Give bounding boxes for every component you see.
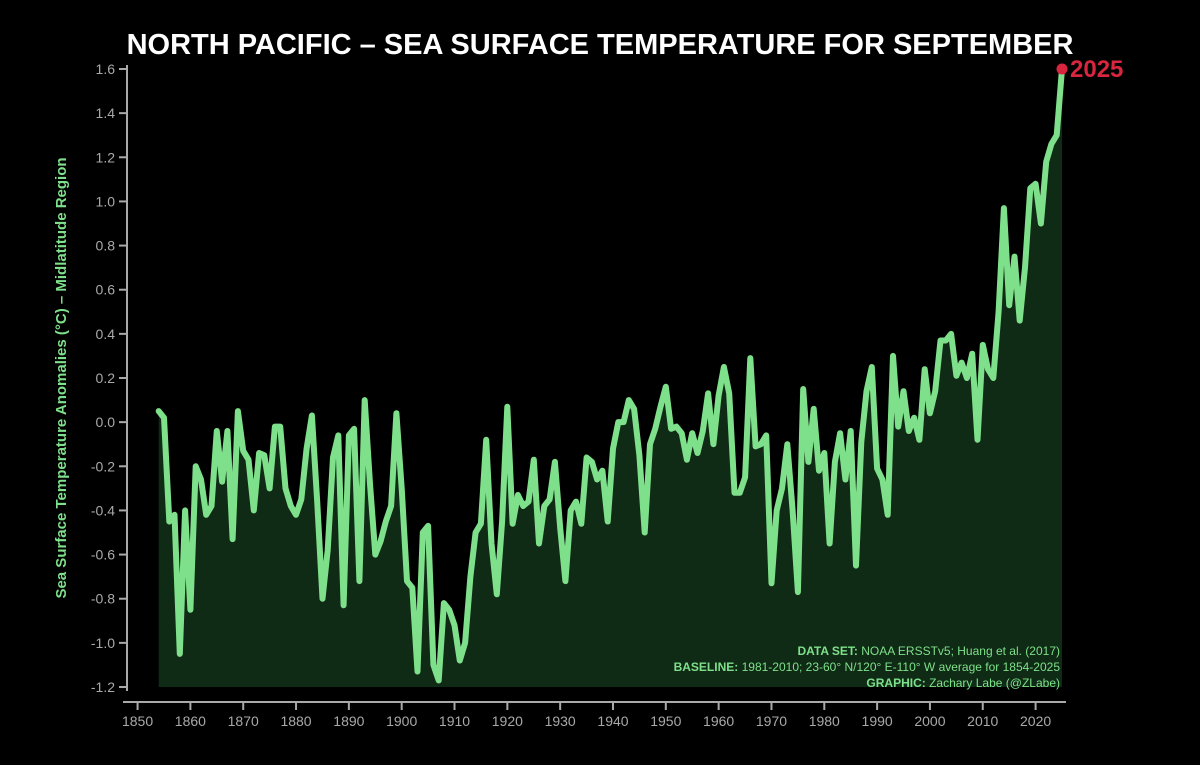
x-tick-label: 1850 [122,713,153,729]
y-tick-label: -0.8 [91,591,115,607]
y-tick-label: 0.0 [96,414,116,430]
plot-area: 1.6 1.4 1.2 1.0 0.8 0.6 0.4 0.2 0.0 -0.2 -0.4 -0.6 -… [91,56,1124,729]
x-tick-label: 1920 [492,713,523,729]
annotation-value: NOAA ERSSTv5; Huang et al. (2017) [861,644,1060,658]
y-tick-label: 0.4 [96,326,116,342]
data-source-annotations: DATA SET: NOAA ERSSTv5; Huang et al. (20… [674,644,1061,690]
y-tick-label: -1.2 [91,679,115,695]
x-tick-label: 2020 [1020,713,1051,729]
x-tick-label: 1910 [439,713,470,729]
x-tick-label: 1900 [386,713,417,729]
y-tick-label: -0.6 [91,547,115,563]
x-tick-label: 2010 [967,713,998,729]
annotation-key: BASELINE: [674,660,742,674]
y-tick-label: -0.4 [91,502,115,518]
y-tick-label: 0.2 [96,370,116,386]
y-tick-label: 0.6 [96,282,116,298]
annotation-key: DATA SET: [797,644,861,658]
annotation-value: 1981-2010; 23-60° N/120° E-110° W averag… [742,660,1061,674]
x-tick-label: 1880 [280,713,311,729]
highlight-point-2025 [1056,63,1068,75]
y-tick-label: 1.6 [96,61,116,77]
y-tick-label: 1.4 [96,105,116,121]
x-tick-label: 1960 [703,713,734,729]
chart-title: NORTH PACIFIC – SEA SURFACE TEMPERATURE … [127,29,1074,61]
y-axis-label: Sea Surface Temperature Anomalies (°C) –… [53,157,70,598]
annotation-line: DATA SET: NOAA ERSSTv5; Huang et al. (20… [797,644,1060,658]
annotation-line: GRAPHIC: Zachary Labe (@ZLabe) [866,676,1060,690]
y-tick-label: -1.0 [91,635,115,651]
annotation-line: BASELINE: 1981-2010; 23-60° N/120° E-110… [674,660,1061,674]
y-tick-label: 1.0 [96,193,116,209]
highlight-label-2025: 2025 [1070,56,1123,83]
series-line [155,66,1065,684]
x-tick-label: 1950 [650,713,681,729]
x-tick-label: 1990 [862,713,893,729]
annotation-value: Zachary Labe (@ZLabe) [929,676,1060,690]
y-tick-label: 0.8 [96,238,116,254]
x-tick-label: 1940 [597,713,628,729]
x-tick-label: 1860 [175,713,206,729]
y-tick-label: 1.2 [96,149,116,165]
x-tick-label: 1930 [545,713,576,729]
x-tick-label: 1970 [756,713,787,729]
y-tick-label: -0.2 [91,458,115,474]
x-tick-label: 1870 [228,713,259,729]
annotation-key: GRAPHIC: [866,676,929,690]
x-tick-label: 1980 [809,713,840,729]
x-tick-label: 1890 [333,713,364,729]
x-tick-label: 2000 [914,713,945,729]
